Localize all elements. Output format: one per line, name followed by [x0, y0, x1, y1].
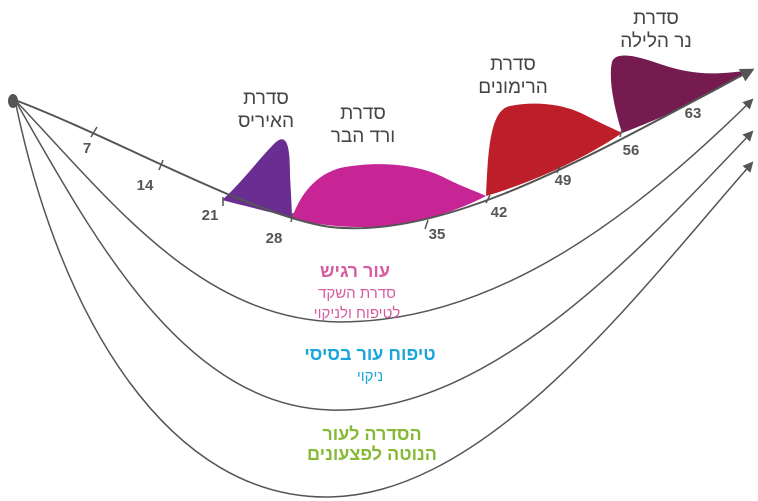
svg-text:סדרת: סדרת: [340, 103, 386, 124]
day-label-7: 7: [83, 140, 91, 157]
day-label-49: 49: [555, 172, 572, 189]
day-label-35: 35: [429, 226, 446, 243]
svg-text:הרימונים: הרימונים: [478, 77, 548, 98]
day-label-28: 28: [266, 230, 283, 247]
rosehip-series-label: סדרת ורד הבר: [331, 103, 395, 147]
iris-series-label: סדרת האיריס: [238, 88, 294, 132]
primrose-series-label: סדרת נר הלילה: [620, 8, 692, 52]
sensitive-skin-curve: [14, 98, 754, 323]
svg-text:סדרת: סדרת: [490, 54, 536, 75]
day-label-14: 14: [137, 177, 154, 194]
pomegranate-series-wave: [486, 103, 622, 196]
acne-prone-group: הסדרה לעור הנוטה לפצעונים: [307, 424, 437, 464]
origin-dot: [8, 94, 18, 108]
svg-text:האיריס: האיריס: [238, 111, 294, 132]
main-timeline-curve: [14, 68, 755, 230]
day-label-56: 56: [623, 142, 640, 159]
sensitive-skin-group: עור רגיש סדרת השקד לטיפוח ולניקוי: [314, 261, 401, 322]
rosehip-series-wave: [292, 164, 486, 228]
acne-prone-title2: הנוטה לפצעונים: [307, 444, 437, 464]
svg-text:סדרת: סדרת: [633, 8, 679, 29]
svg-text:ורד הבר: ורד הבר: [331, 126, 395, 147]
basic-care-title: טיפוח עור בסיסי: [304, 344, 435, 364]
basic-care-sub1: ניקוי: [357, 368, 383, 385]
sensitive-skin-sub1: סדרת השקד: [318, 285, 396, 302]
sensitive-skin-title: עור רגיש: [320, 261, 390, 281]
day-label-21: 21: [202, 207, 219, 224]
acne-prone-curve: [14, 99, 754, 498]
day-label-42: 42: [491, 204, 508, 221]
basic-care-group: טיפוח עור בסיסי ניקוי: [304, 344, 435, 385]
sensitive-skin-sub2: לטיפוח ולניקוי: [314, 305, 401, 322]
svg-text:נר הלילה: נר הלילה: [620, 31, 692, 52]
tick-marks: [90, 126, 623, 230]
day-label-63: 63: [685, 105, 702, 122]
svg-text:סדרת: סדרת: [243, 88, 289, 109]
primrose-series-wave: [610, 55, 752, 134]
basic-care-curve: [14, 99, 754, 411]
acne-prone-title: הסדרה לעור: [322, 424, 421, 444]
pomegranate-series-label: סדרת הרימונים: [478, 54, 548, 98]
